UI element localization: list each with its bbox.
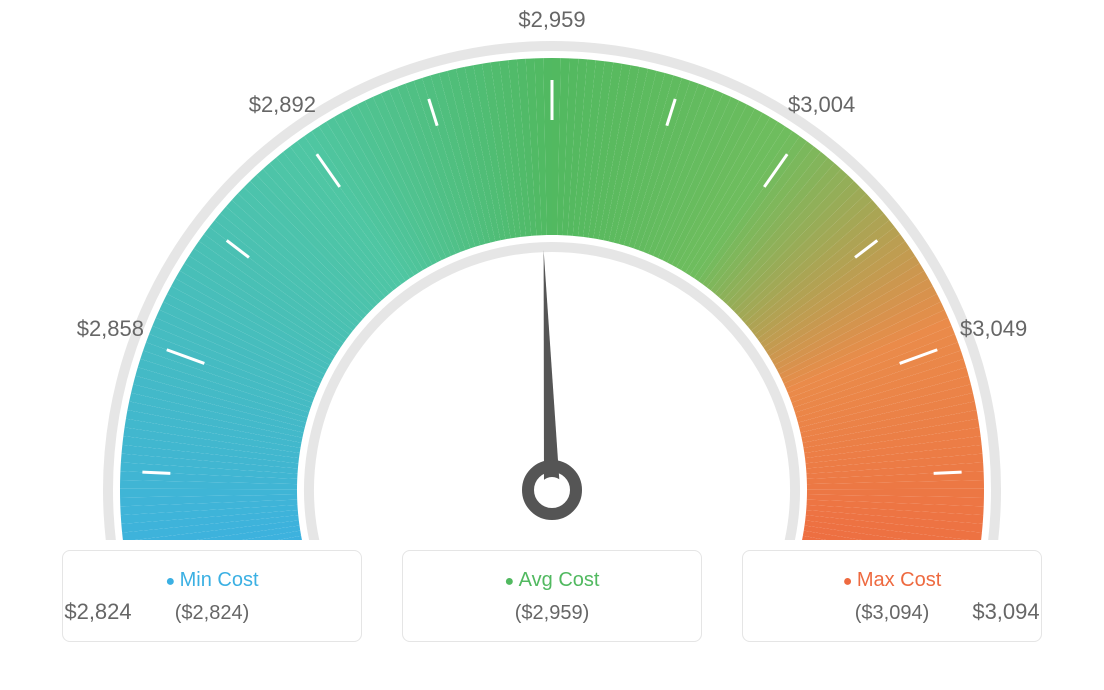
- gauge-chart: $2,824$2,858$2,892$2,959$3,004$3,049$3,0…: [0, 0, 1104, 540]
- gauge-tick-label: $3,094: [972, 599, 1039, 625]
- gauge-svg: [0, 0, 1104, 540]
- legend-title-min: Min Cost: [73, 569, 351, 592]
- legend-card-max: Max Cost ($3,094): [742, 550, 1042, 642]
- legend-card-min: Min Cost ($2,824): [62, 550, 362, 642]
- gauge-tick-label: $2,892: [249, 92, 316, 118]
- legend-value-avg: ($2,959): [413, 602, 691, 625]
- gauge-tick-label: $2,858: [77, 316, 144, 342]
- legend-row: Min Cost ($2,824) Avg Cost ($2,959) Max …: [0, 540, 1104, 642]
- gauge-tick-label: $2,959: [518, 7, 585, 33]
- gauge-tick-label: $3,004: [788, 92, 855, 118]
- legend-title-max: Max Cost: [753, 569, 1031, 592]
- gauge-tick-label: $3,049: [960, 316, 1027, 342]
- gauge-tick-label: $2,824: [64, 599, 131, 625]
- legend-title-avg: Avg Cost: [413, 569, 691, 592]
- legend-card-avg: Avg Cost ($2,959): [402, 550, 702, 642]
